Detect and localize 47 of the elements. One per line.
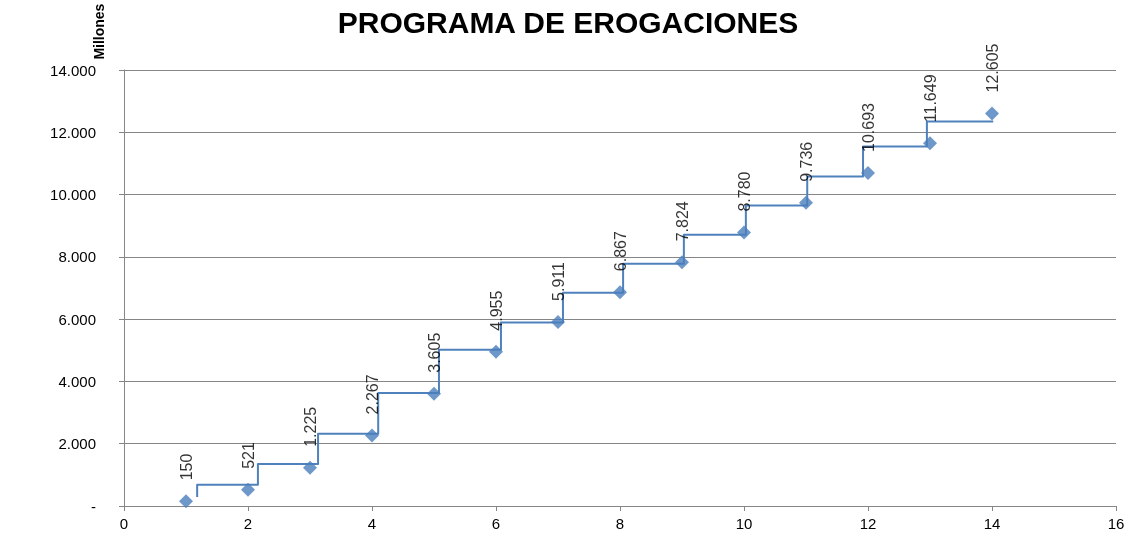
point (737, 225, 751, 240)
point (799, 195, 813, 210)
data-label: 4.955 (487, 290, 505, 331)
point (675, 255, 689, 270)
point (427, 386, 441, 401)
point (365, 428, 379, 443)
data-label: 6.867 (611, 231, 629, 272)
point (241, 482, 255, 497)
point (179, 494, 193, 509)
data-label: 10.693 (859, 102, 877, 152)
y-axis-title: Millones (91, 3, 107, 60)
x-tick-label: 6 (491, 515, 501, 532)
data-label: 5.911 (549, 261, 567, 301)
x-tick-label: 4 (367, 515, 377, 532)
y-tick-label: 12.000 (50, 123, 96, 141)
y-tick-label: 6.000 (58, 310, 96, 328)
y-tick-label: - (91, 497, 96, 515)
data-label: 3.605 (425, 332, 443, 373)
data-label: 521 (239, 441, 257, 469)
data-label: 8.780 (735, 171, 753, 212)
x-tick-label: 8 (615, 515, 625, 532)
data-label: 11.649 (921, 74, 939, 123)
data-label: 2.267 (363, 374, 381, 415)
data-label: 1.225 (301, 406, 319, 447)
data-label: 12.605 (983, 43, 1001, 93)
y-tick-label: 4.000 (58, 372, 96, 390)
x-tick-label: 0 (119, 515, 129, 532)
point (861, 165, 875, 180)
x-tick-label: 12 (859, 515, 877, 532)
data-label: 9.736 (797, 141, 815, 182)
x-tick-label: 14 (983, 515, 1001, 532)
y-tick-label: 2.000 (58, 435, 96, 453)
point (303, 460, 317, 475)
y-tick-label: 10.000 (50, 186, 96, 204)
y-tick-label: 14.000 (50, 61, 96, 79)
data-label: 7.824 (673, 201, 691, 242)
point (489, 344, 503, 359)
x-tick-label: 16 (1107, 515, 1125, 532)
point (923, 136, 937, 151)
x-tick-label: 2 (243, 515, 253, 532)
point (613, 285, 627, 300)
point (551, 314, 565, 329)
x-tick-label: 10 (735, 515, 753, 532)
y-tick-label: 8.000 (58, 248, 96, 266)
point (985, 106, 999, 121)
data-label: 150 (177, 453, 195, 481)
chart-title: PROGRAMA DE EROGACIONES (337, 5, 799, 39)
